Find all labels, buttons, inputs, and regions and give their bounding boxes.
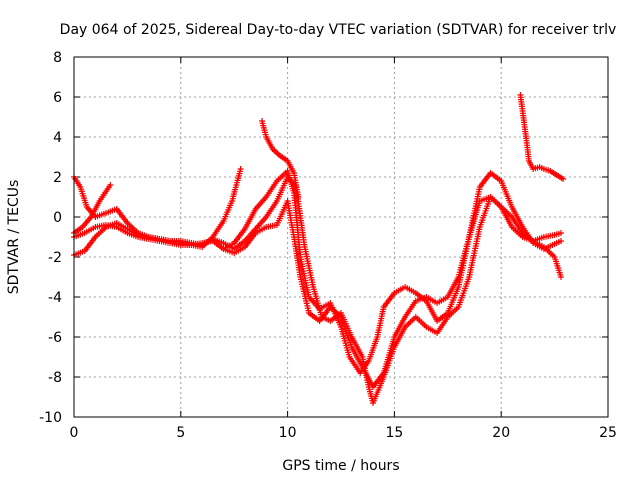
data-point bbox=[558, 274, 564, 280]
x-tick-label: 5 bbox=[176, 425, 185, 441]
series-group bbox=[517, 92, 567, 182]
y-tick-label: 8 bbox=[53, 50, 62, 66]
y-tick-label: 6 bbox=[53, 90, 62, 106]
series-group bbox=[71, 182, 114, 236]
y-tick-label: -8 bbox=[48, 370, 62, 386]
grid-lines bbox=[74, 57, 608, 417]
series-markers bbox=[259, 118, 302, 200]
x-tick-label: 25 bbox=[599, 425, 617, 441]
series-markers bbox=[517, 92, 567, 182]
series-group bbox=[71, 166, 244, 258]
x-axis-label: GPS time / hours bbox=[282, 458, 399, 474]
series-markers bbox=[71, 182, 114, 236]
x-tick-label: 15 bbox=[385, 425, 403, 441]
y-tick-label: 4 bbox=[53, 130, 62, 146]
data-point bbox=[560, 176, 567, 182]
y-tick-label: 2 bbox=[53, 170, 62, 186]
x-tick-label: 10 bbox=[279, 425, 297, 441]
series-group bbox=[71, 174, 564, 406]
x-tick-label: 20 bbox=[492, 425, 510, 441]
data-point bbox=[237, 166, 244, 172]
series-markers bbox=[71, 174, 564, 406]
data-point bbox=[295, 194, 302, 200]
y-tick-label: 0 bbox=[53, 210, 62, 226]
y-tick-label: -6 bbox=[48, 330, 62, 346]
plot-frame bbox=[73, 56, 609, 418]
y-axis-label: SDTVAR / TECUs bbox=[6, 180, 22, 295]
series-markers bbox=[220, 168, 564, 376]
series-group bbox=[220, 168, 564, 376]
data-series bbox=[71, 92, 567, 406]
axis-ticks: 0 5 10 15 20 25 -10 -8 -6 -4 -2 0 2 4 6 8 bbox=[39, 50, 617, 441]
x-tick-label: 0 bbox=[70, 425, 79, 441]
y-tick-label: -4 bbox=[48, 290, 62, 306]
data-point bbox=[107, 182, 114, 188]
y-tick-label: -10 bbox=[39, 410, 62, 426]
y-tick-label: -2 bbox=[48, 250, 62, 266]
data-point bbox=[558, 238, 564, 244]
series-markers bbox=[71, 166, 244, 258]
series-group bbox=[259, 118, 302, 200]
data-point bbox=[558, 230, 564, 236]
chart-title: Day 064 of 2025, Sidereal Day-to-day VTE… bbox=[60, 22, 617, 38]
